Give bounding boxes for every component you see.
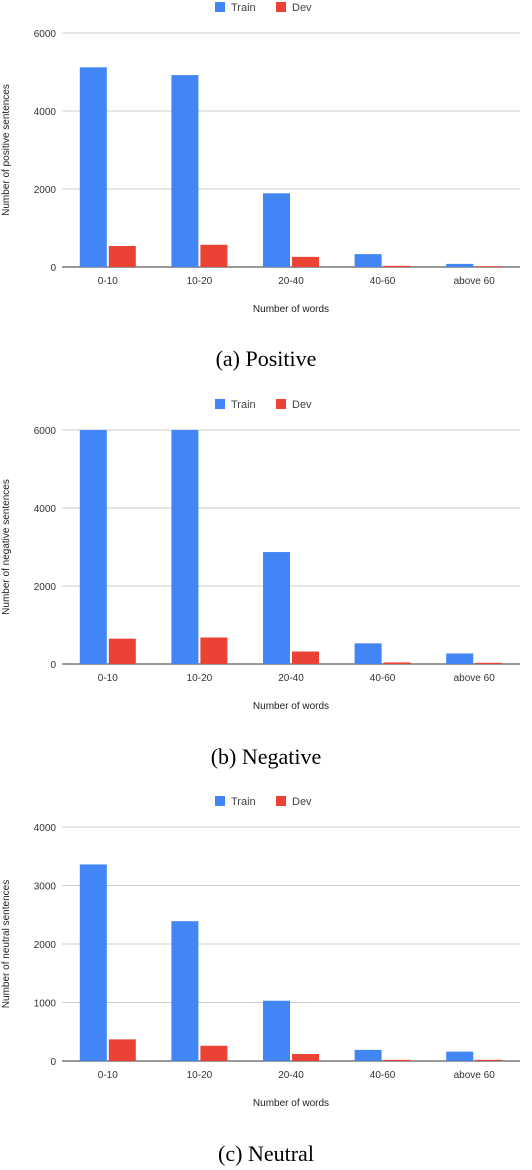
x-tick-label: above 60 — [454, 673, 496, 684]
y-tick-label: 4000 — [34, 107, 57, 118]
x-tick-label: 0-10 — [98, 1070, 118, 1081]
x-tick-label: 40-60 — [370, 1070, 396, 1081]
chart-positive: Train Dev 0 2000 4000 6000 0-10 10-20 20-40 40-60… — [1, 2, 520, 315]
bar-dev-above-60 — [475, 662, 503, 664]
bar-train-10-20 — [171, 75, 199, 268]
legend-swatch-train — [215, 796, 225, 806]
y-tick-label: 0 — [50, 1057, 56, 1068]
y-tick-label: 0 — [50, 263, 56, 274]
legend-label-train: Train — [231, 2, 256, 14]
bar-dev-40-60 — [383, 265, 411, 267]
bar-dev-10-20 — [200, 244, 228, 267]
y-tick-label: 4000 — [34, 823, 57, 834]
x-tick-label: above 60 — [454, 1070, 496, 1081]
chart-negative: Train Dev 0 2000 4000 6000 0-10 10-20 20-40 40-60… — [1, 399, 520, 712]
y-tick-label: 6000 — [34, 29, 57, 40]
bar-train-40-60 — [354, 1049, 382, 1061]
y-axis-title: Number of neutral sentences — [1, 880, 12, 1008]
x-tick-label: 40-60 — [370, 673, 396, 684]
bar-train-above-60 — [446, 653, 474, 664]
bar-dev-20-40 — [292, 256, 319, 267]
bar-train-20-40 — [263, 1000, 290, 1061]
bar-dev-10-20 — [200, 637, 228, 664]
chart-panel-negative: Train Dev 0 2000 4000 6000 0-10 10-20 20-40 40-60… — [0, 397, 532, 717]
legend-label-dev: Dev — [292, 2, 312, 14]
bar-train-0-10 — [79, 864, 107, 1061]
chart-panel-neutral: Train Dev 0 1000 2000 3000 4000 0-10 10-20 20-40 4… — [0, 794, 532, 1114]
caption-positive: (a) Positive — [215, 346, 317, 371]
x-tick-label: 20-40 — [278, 673, 304, 684]
bar-dev-above-60 — [475, 266, 503, 267]
x-tick-label: 0-10 — [98, 673, 118, 684]
y-tick-label: 1000 — [34, 999, 57, 1010]
bar-train-0-10 — [79, 67, 107, 267]
x-tick-label: 10-20 — [187, 276, 213, 287]
legend-swatch-train — [215, 399, 225, 409]
y-tick-label: 2000 — [34, 582, 57, 593]
bar-dev-0-10 — [108, 1039, 136, 1061]
bar-train-0-10 — [79, 430, 107, 664]
x-tick-label: 20-40 — [278, 1070, 304, 1081]
legend-label-dev: Dev — [292, 399, 312, 411]
bar-train-40-60 — [354, 643, 382, 664]
bar-dev-40-60 — [383, 662, 411, 664]
x-tick-label: above 60 — [454, 276, 496, 287]
bar-train-20-40 — [263, 552, 290, 664]
chart-neutral: Train Dev 0 1000 2000 3000 4000 0-10 10-20 20-40 4… — [1, 796, 520, 1109]
y-tick-label: 4000 — [34, 504, 57, 515]
bar-dev-0-10 — [108, 638, 136, 664]
x-tick-label: 10-20 — [187, 673, 213, 684]
x-axis-title: Number of words — [253, 304, 329, 315]
x-tick-label: 40-60 — [370, 276, 396, 287]
legend: Train Dev — [215, 2, 312, 14]
bar-train-above-60 — [446, 263, 474, 267]
legend: Train Dev — [215, 399, 312, 411]
y-tick-label: 0 — [50, 660, 56, 671]
x-axis-title: Number of words — [253, 701, 329, 712]
y-tick-label: 2000 — [34, 940, 57, 951]
x-tick-label: 0-10 — [98, 276, 118, 287]
y-tick-label: 6000 — [34, 426, 57, 437]
x-axis-title: Number of words — [253, 1098, 329, 1109]
bar-train-10-20 — [171, 921, 199, 1061]
caption-neutral: (c) Neutral — [218, 1141, 314, 1166]
x-tick-label: 20-40 — [278, 276, 304, 287]
legend-label-train: Train — [231, 796, 256, 808]
bar-train-10-20 — [171, 430, 199, 664]
legend-label-dev: Dev — [292, 796, 312, 808]
bar-train-20-40 — [263, 193, 290, 267]
y-tick-label: 2000 — [34, 185, 57, 196]
y-tick-label: 3000 — [34, 882, 57, 893]
x-tick-label: 10-20 — [187, 1070, 213, 1081]
bar-dev-40-60 — [383, 1059, 411, 1061]
bar-dev-above-60 — [475, 1059, 503, 1061]
y-axis-title: Number of positive sentences — [1, 84, 12, 216]
legend-swatch-dev — [276, 796, 286, 806]
bar-dev-20-40 — [292, 1053, 319, 1061]
bar-train-above-60 — [446, 1051, 474, 1061]
legend: Train Dev — [215, 796, 312, 808]
legend-swatch-dev — [276, 2, 286, 12]
legend-swatch-dev — [276, 399, 286, 409]
bar-dev-0-10 — [108, 245, 136, 267]
bar-dev-20-40 — [292, 651, 319, 664]
chart-panel-positive: Train Dev 0 2000 4000 6000 0-10 10-20 20-40 40-60… — [0, 0, 532, 320]
legend-swatch-train — [215, 2, 225, 12]
caption-negative: (b) Negative — [210, 744, 322, 769]
legend-label-train: Train — [231, 399, 256, 411]
bar-dev-10-20 — [200, 1045, 228, 1061]
y-axis-title: Number of negative sentences — [1, 479, 12, 615]
bar-train-40-60 — [354, 254, 382, 267]
